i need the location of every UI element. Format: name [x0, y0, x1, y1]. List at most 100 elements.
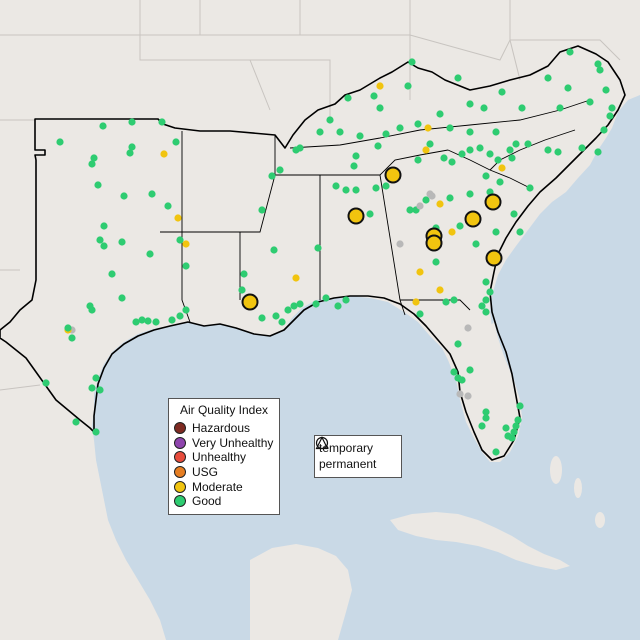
station-good-marker[interactable]	[404, 82, 412, 90]
station-good-marker[interactable]	[296, 300, 304, 308]
station-moderate-marker[interactable]	[174, 214, 182, 222]
station-good-marker[interactable]	[336, 128, 344, 136]
station-good-marker[interactable]	[594, 148, 602, 156]
station-good-marker[interactable]	[88, 306, 96, 314]
station-good-marker[interactable]	[356, 132, 364, 140]
station-good-marker[interactable]	[352, 152, 360, 160]
station-good-marker[interactable]	[466, 190, 474, 198]
station-good-marker[interactable]	[374, 142, 382, 150]
station-good-marker[interactable]	[258, 314, 266, 322]
station-good-marker[interactable]	[496, 178, 504, 186]
station-good-marker[interactable]	[366, 210, 374, 218]
temporary-station-moderate-marker[interactable]	[384, 166, 402, 184]
station-good-marker[interactable]	[466, 146, 474, 154]
station-good-marker[interactable]	[524, 140, 532, 148]
station-good-marker[interactable]	[414, 120, 422, 128]
station-good-marker[interactable]	[238, 286, 246, 294]
station-good-marker[interactable]	[466, 100, 474, 108]
station-good-marker[interactable]	[476, 144, 484, 152]
station-good-marker[interactable]	[182, 262, 190, 270]
station-good-marker[interactable]	[68, 334, 76, 342]
station-good-marker[interactable]	[332, 182, 340, 190]
station-moderate-marker[interactable]	[498, 164, 506, 172]
station-good-marker[interactable]	[158, 118, 166, 126]
station-good-marker[interactable]	[408, 58, 416, 66]
station-good-marker[interactable]	[544, 74, 552, 82]
station-good-marker[interactable]	[448, 158, 456, 166]
station-good-marker[interactable]	[478, 302, 486, 310]
station-good-marker[interactable]	[270, 246, 278, 254]
station-good-marker[interactable]	[486, 150, 494, 158]
station-good-marker[interactable]	[510, 428, 518, 436]
station-good-marker[interactable]	[442, 298, 450, 306]
station-good-marker[interactable]	[144, 317, 152, 325]
station-good-marker[interactable]	[596, 66, 604, 74]
station-good-marker[interactable]	[96, 386, 104, 394]
station-good-marker[interactable]	[64, 324, 72, 332]
station-moderate-marker[interactable]	[376, 82, 384, 90]
station-good-marker[interactable]	[436, 110, 444, 118]
station-good-marker[interactable]	[544, 146, 552, 154]
station-good-marker[interactable]	[450, 368, 458, 376]
station-good-marker[interactable]	[482, 296, 490, 304]
station-good-marker[interactable]	[446, 194, 454, 202]
station-good-marker[interactable]	[508, 434, 516, 442]
station-good-marker[interactable]	[482, 408, 490, 416]
station-good-marker[interactable]	[426, 140, 434, 148]
station-good-marker[interactable]	[396, 124, 404, 132]
station-good-marker[interactable]	[422, 196, 430, 204]
station-good-marker[interactable]	[108, 270, 116, 278]
station-good-marker[interactable]	[350, 162, 358, 170]
station-good-marker[interactable]	[164, 202, 172, 210]
station-good-marker[interactable]	[446, 124, 454, 132]
station-good-marker[interactable]	[352, 186, 360, 194]
station-good-marker[interactable]	[518, 104, 526, 112]
temporary-station-moderate-marker[interactable]	[484, 193, 502, 211]
station-good-marker[interactable]	[94, 181, 102, 189]
station-good-marker[interactable]	[556, 104, 564, 112]
station-moderate-marker[interactable]	[436, 200, 444, 208]
station-nodata-marker[interactable]	[464, 324, 472, 332]
temporary-station-moderate-marker[interactable]	[485, 249, 503, 267]
station-good-marker[interactable]	[466, 366, 474, 374]
station-good-marker[interactable]	[88, 160, 96, 168]
station-good-marker[interactable]	[176, 312, 184, 320]
station-good-marker[interactable]	[376, 104, 384, 112]
station-good-marker[interactable]	[278, 318, 286, 326]
station-good-marker[interactable]	[342, 296, 350, 304]
station-good-marker[interactable]	[272, 312, 280, 320]
station-good-marker[interactable]	[99, 122, 107, 130]
station-good-marker[interactable]	[240, 270, 248, 278]
station-good-marker[interactable]	[482, 414, 490, 422]
station-good-marker[interactable]	[344, 94, 352, 102]
station-nodata-marker[interactable]	[396, 240, 404, 248]
station-good-marker[interactable]	[432, 258, 440, 266]
station-good-marker[interactable]	[370, 92, 378, 100]
station-good-marker[interactable]	[322, 294, 330, 302]
station-good-marker[interactable]	[454, 340, 462, 348]
station-good-marker[interactable]	[478, 422, 486, 430]
station-moderate-marker[interactable]	[292, 274, 300, 282]
station-good-marker[interactable]	[100, 242, 108, 250]
station-good-marker[interactable]	[96, 236, 104, 244]
station-good-marker[interactable]	[492, 128, 500, 136]
station-moderate-marker[interactable]	[160, 150, 168, 158]
station-good-marker[interactable]	[138, 316, 146, 324]
station-good-marker[interactable]	[406, 206, 414, 214]
station-good-marker[interactable]	[498, 88, 506, 96]
temporary-station-moderate-marker[interactable]	[425, 234, 443, 252]
station-good-marker[interactable]	[494, 156, 502, 164]
station-good-marker[interactable]	[56, 138, 64, 146]
station-good-marker[interactable]	[578, 144, 586, 152]
station-good-marker[interactable]	[314, 244, 322, 252]
station-good-marker[interactable]	[586, 98, 594, 106]
station-good-marker[interactable]	[486, 288, 494, 296]
temporary-station-moderate-marker[interactable]	[347, 207, 365, 225]
station-moderate-marker[interactable]	[416, 268, 424, 276]
station-moderate-marker[interactable]	[424, 124, 432, 132]
station-good-marker[interactable]	[92, 374, 100, 382]
station-good-marker[interactable]	[450, 296, 458, 304]
station-good-marker[interactable]	[416, 310, 424, 318]
station-moderate-marker[interactable]	[182, 240, 190, 248]
station-good-marker[interactable]	[88, 384, 96, 392]
